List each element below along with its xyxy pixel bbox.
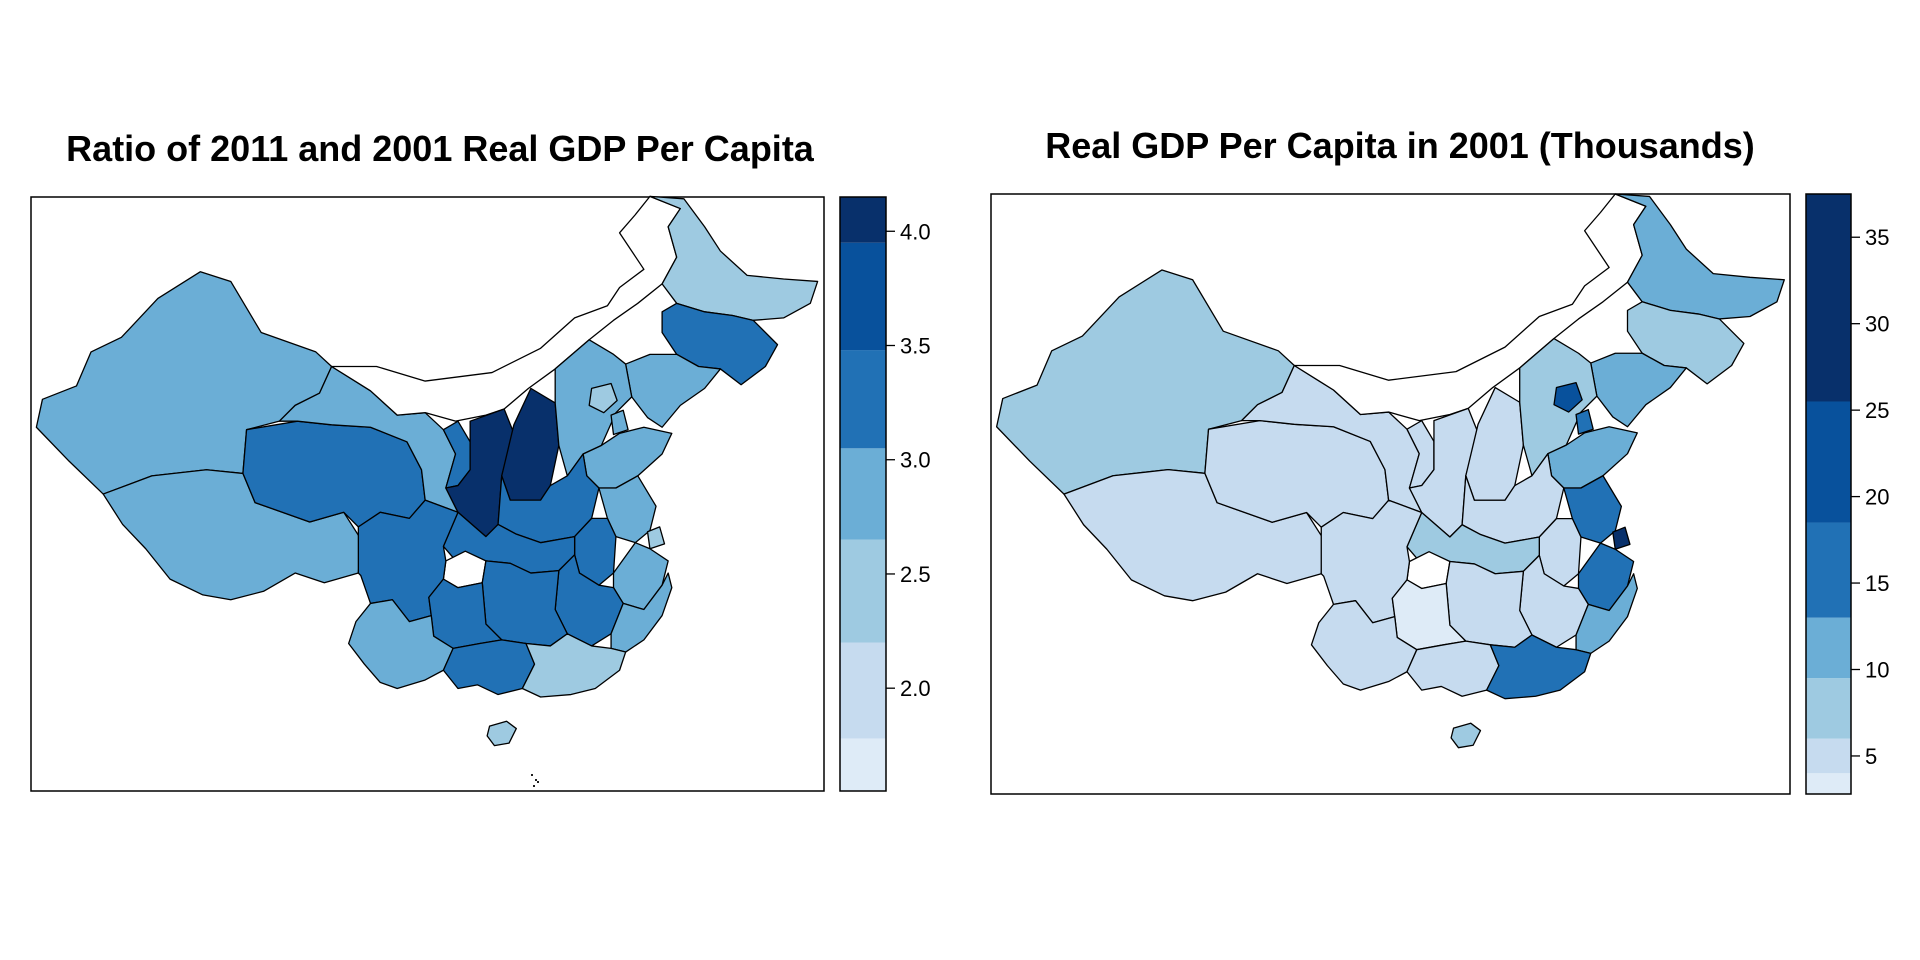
legend-bin bbox=[840, 448, 886, 540]
map-title-gdp-2001: Real GDP Per Capita in 2001 (Thousands) bbox=[1045, 125, 1755, 166]
legend-bin bbox=[1806, 401, 1851, 523]
province-region-xz bbox=[102, 469, 362, 601]
legend-bin bbox=[840, 738, 886, 791]
province-region-gx bbox=[1406, 640, 1500, 697]
province-map bbox=[35, 195, 819, 788]
island-dot bbox=[535, 779, 537, 781]
legend-bin bbox=[1806, 617, 1851, 679]
province-region-bj bbox=[588, 382, 618, 414]
legend-bin bbox=[1806, 773, 1851, 794]
map-panel-gdp-2001: 5 10 15 20 25 30 35 bbox=[531, 193, 1889, 795]
legend-bin bbox=[1806, 738, 1851, 774]
legend-tick-label: 2.5 bbox=[900, 562, 931, 587]
province-region-yn bbox=[347, 599, 454, 690]
province-region-yn bbox=[1310, 600, 1418, 691]
legend-tick-label: 5 bbox=[1865, 744, 1877, 769]
province-region-hl bbox=[649, 195, 819, 321]
legend-bin bbox=[840, 242, 886, 351]
legend-tick-label: 25 bbox=[1865, 398, 1889, 423]
legend-frame bbox=[839, 196, 887, 792]
legend-bin bbox=[840, 539, 886, 643]
legend-tick-label: 3.5 bbox=[900, 334, 931, 359]
province-region-gx bbox=[442, 639, 536, 696]
legend-tick-label: 10 bbox=[1865, 658, 1889, 683]
province-region-xz bbox=[1063, 468, 1325, 602]
legend-tick-label: 2.0 bbox=[900, 676, 931, 701]
legend-tick-label: 20 bbox=[1865, 485, 1889, 510]
legend-bin bbox=[1806, 522, 1851, 618]
island-dot bbox=[531, 774, 533, 776]
color-legend: 2.0 2.5 3.0 3.5 4.0 bbox=[839, 196, 931, 792]
legend-bin bbox=[840, 350, 886, 449]
province-region-hl bbox=[1614, 193, 1785, 320]
island-dot bbox=[533, 785, 535, 787]
legend-bin bbox=[840, 197, 886, 243]
map-title-ratio: Ratio of 2011 and 2001 Real GDP Per Capi… bbox=[66, 128, 814, 169]
map-panel-ratio: 2.0 2.5 3.0 3.5 4.0 bbox=[30, 195, 931, 792]
province-map bbox=[531, 193, 1785, 787]
island-dot bbox=[537, 781, 539, 783]
legend-tick-label: 15 bbox=[1865, 571, 1889, 596]
province-region-ln bbox=[625, 353, 722, 428]
legend-tick-label: 4.0 bbox=[900, 219, 931, 244]
province-region-tj bbox=[1575, 408, 1594, 435]
province-region-sh bbox=[1612, 526, 1631, 550]
legend-tick-label: 3.0 bbox=[900, 448, 931, 473]
legend-tick-label: 35 bbox=[1865, 225, 1889, 250]
province-region-ln bbox=[1590, 352, 1687, 428]
province-region-gd bbox=[1485, 634, 1592, 700]
color-legend: 5 10 15 20 25 30 35 bbox=[1805, 193, 1889, 795]
province-region-sh bbox=[646, 526, 666, 550]
province-region-gd bbox=[521, 633, 627, 698]
legend-bin bbox=[840, 642, 886, 739]
legend-bin bbox=[1806, 678, 1851, 739]
province-region-hi bbox=[486, 720, 517, 747]
province-region-bj bbox=[1553, 382, 1583, 413]
province-region-hi bbox=[1450, 722, 1482, 749]
province-region-tj bbox=[610, 409, 629, 436]
legend-bin bbox=[1806, 194, 1851, 402]
legend-frame bbox=[1805, 193, 1852, 795]
legend-tick-label: 30 bbox=[1865, 312, 1889, 337]
